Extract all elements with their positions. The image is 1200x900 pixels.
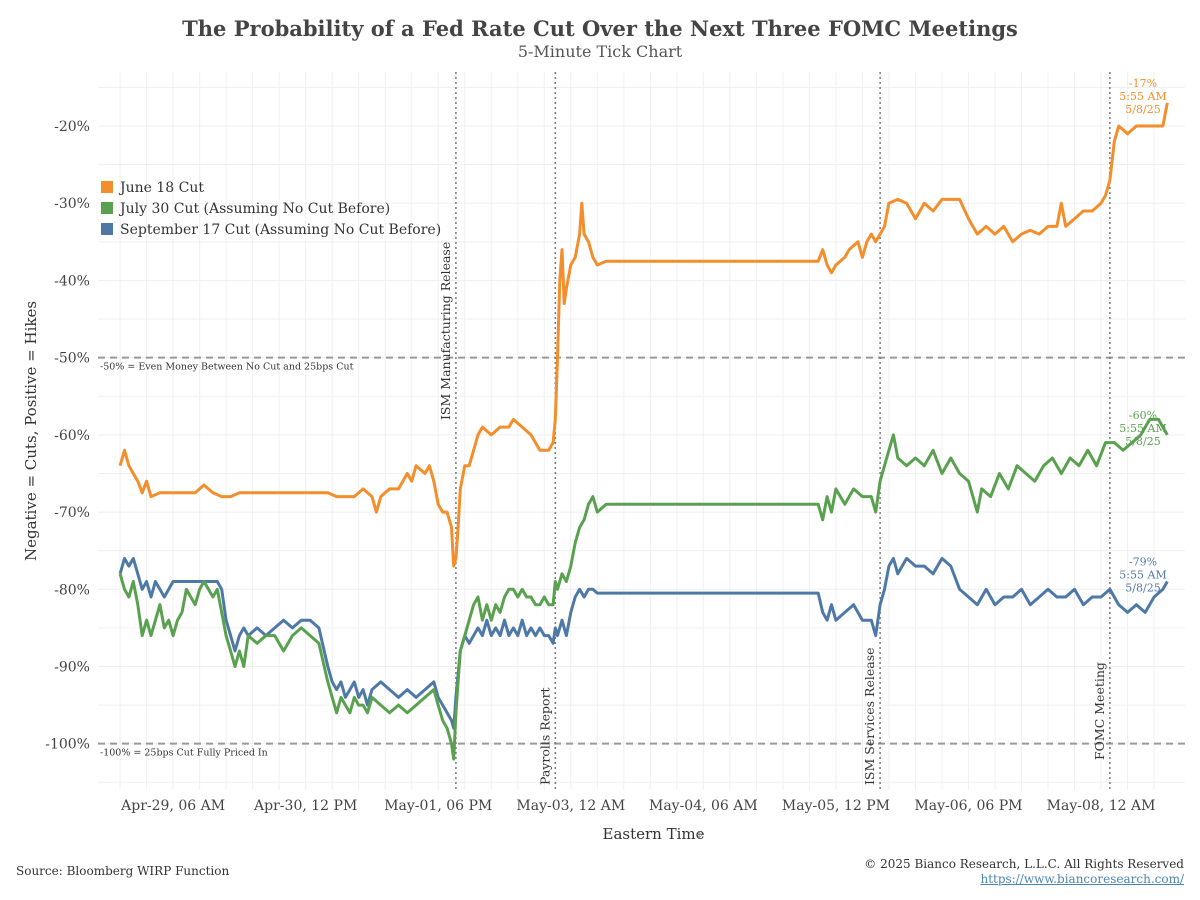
grid-layer (98, 72, 1185, 790)
y-tick-label: -20% (54, 119, 90, 135)
event-label: ISM Services Release (862, 647, 877, 785)
reference-line-label: -100% = 25bps Cut Fully Priced In (100, 748, 268, 759)
x-tick-label: May-08, 12 AM (1047, 798, 1156, 814)
series-line (118, 417, 1169, 761)
legend-label: July 30 Cut (Assuming No Cut Before) (118, 201, 390, 217)
series-line (118, 556, 1169, 730)
x-tick-label: May-05, 12 PM (782, 798, 890, 814)
end-label-value: -60% (1129, 409, 1157, 422)
x-tick-label: May-03, 12 AM (516, 798, 625, 814)
y-tick-label: -80% (54, 582, 90, 598)
website-link[interactable]: https://www.biancoresearch.com/ (980, 872, 1184, 886)
x-tick-label: May-04, 06 AM (649, 798, 758, 814)
end-labels: -17%5:55 AM5/8/25-60%5:55 AM5/8/25-79%5:… (1119, 77, 1166, 595)
end-label-time: 5:55 AM (1119, 422, 1166, 435)
axis-layer: -20% -30% -40% -50% -60% -70% -80% -90% -100% Apr… (22, 119, 1155, 843)
end-label-date: 5/8/25 (1125, 103, 1160, 116)
chart-subtitle: 5-Minute Tick Chart (517, 42, 683, 61)
x-tick-label: Apr-29, 06 AM (120, 798, 225, 814)
end-label-time: 5:55 AM (1119, 90, 1166, 103)
y-tick-label: -40% (54, 273, 90, 289)
legend-swatch (101, 202, 113, 214)
y-tick-label: -100% (45, 737, 90, 753)
legend-swatch (101, 181, 113, 193)
series-layer (118, 102, 1169, 761)
source-note: Source: Bloomberg WIRP Function (16, 864, 230, 878)
event-label: ISM Manufacturing Release (438, 242, 453, 420)
event-label: FOMC Meeting (1092, 662, 1107, 760)
x-tick-label: May-06, 06 PM (914, 798, 1022, 814)
y-tick-label: -60% (54, 428, 90, 444)
chart-title: The Probability of a Fed Rate Cut Over t… (182, 16, 1018, 41)
x-tick-label: Apr-30, 12 PM (253, 798, 357, 814)
end-label-date: 5/8/25 (1125, 582, 1160, 595)
end-label-value: -17% (1129, 77, 1157, 90)
y-axis-title: Negative = Cuts, Positive = Hikes (22, 301, 40, 561)
series-line (118, 102, 1169, 568)
x-tick-label: May-01, 06 PM (384, 798, 492, 814)
y-tick-label: -30% (54, 196, 90, 212)
end-label-time: 5:55 AM (1119, 569, 1166, 582)
event-label: Payrolls Report (537, 687, 552, 785)
legend: June 18 Cut July 30 Cut (Assuming No Cut … (101, 180, 441, 238)
legend-label: September 17 Cut (Assuming No Cut Before… (120, 222, 441, 238)
legend-swatch (101, 223, 113, 235)
end-label-date: 5/8/25 (1125, 435, 1160, 448)
y-tick-label: -90% (54, 659, 90, 675)
legend-label: June 18 Cut (118, 180, 204, 196)
y-tick-label: -70% (54, 505, 90, 521)
x-axis-title: Eastern Time (603, 825, 705, 843)
event-lines: ISM Manufacturing Release Payrolls Report… (438, 72, 1111, 790)
reference-lines: -50% = Even Money Between No Cut and 25b… (98, 356, 1185, 759)
y-tick-label: -50% (54, 351, 90, 367)
pin-icon: ⌖ (696, 828, 704, 843)
copyright-note: © 2025 Bianco Research, L.L.C. All Right… (864, 857, 1184, 871)
end-label-value: -79% (1129, 556, 1157, 569)
reference-line-label: -50% = Even Money Between No Cut and 25b… (100, 362, 354, 373)
